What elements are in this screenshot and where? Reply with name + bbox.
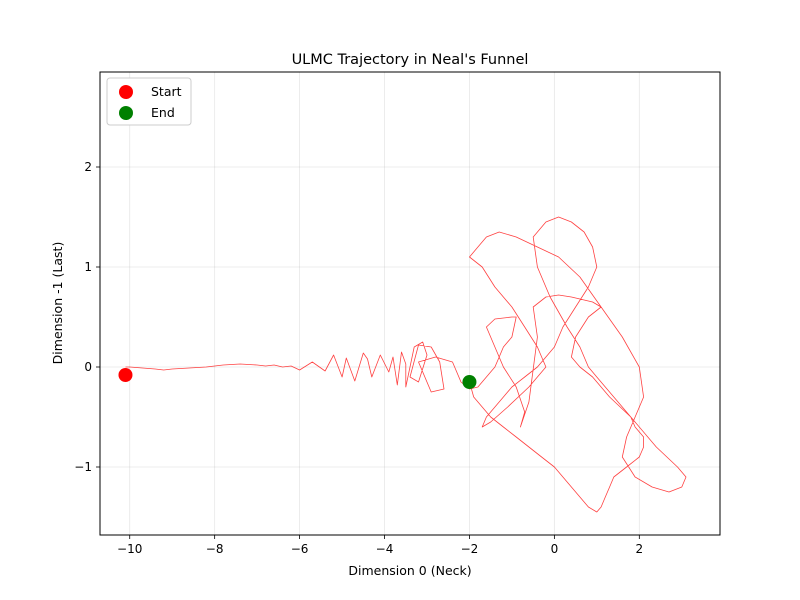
y-tick-label: 0 bbox=[84, 360, 92, 374]
trajectory-line bbox=[125, 216, 687, 513]
x-tick-label: −2 bbox=[461, 542, 479, 556]
axes-background bbox=[100, 72, 720, 535]
legend-marker-start bbox=[119, 85, 133, 99]
x-tick-label: 0 bbox=[551, 542, 559, 556]
legend-label-end: End bbox=[151, 105, 175, 120]
x-axis-label: Dimension 0 (Neck) bbox=[348, 563, 471, 578]
x-tick-label: −8 bbox=[206, 542, 224, 556]
legend-marker-end bbox=[119, 106, 133, 120]
legend-label-start: Start bbox=[151, 84, 182, 99]
end-point bbox=[462, 375, 477, 389]
y-tick-label: 2 bbox=[84, 160, 92, 174]
chart-title: ULMC Trajectory in Neal's Funnel bbox=[292, 52, 529, 68]
legend: Start End bbox=[106, 77, 192, 126]
axes-frame bbox=[99, 71, 721, 536]
x-tick-label: −4 bbox=[376, 542, 394, 556]
series-layer bbox=[118, 216, 687, 513]
x-tick-label: −6 bbox=[291, 542, 309, 556]
start-point bbox=[118, 368, 133, 382]
y-axis-label: Dimension -1 (Last) bbox=[50, 242, 65, 365]
y-tick-label: 1 bbox=[84, 260, 92, 274]
x-tick-label: 2 bbox=[635, 542, 643, 556]
x-tick-label: −10 bbox=[117, 542, 142, 556]
y-tick-label: −1 bbox=[74, 460, 92, 474]
